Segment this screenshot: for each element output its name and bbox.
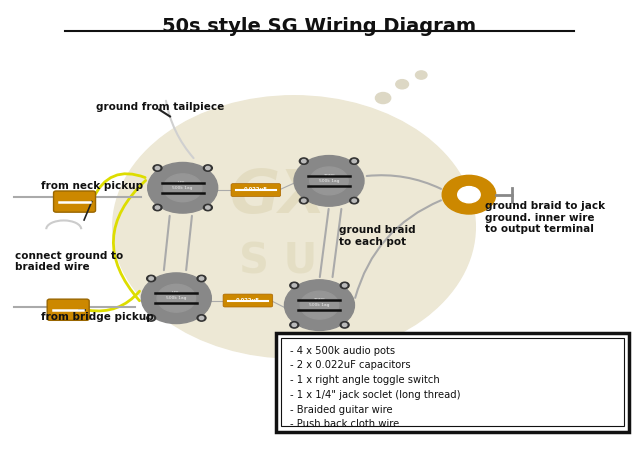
Circle shape bbox=[204, 204, 212, 211]
Text: S U: S U bbox=[239, 240, 317, 282]
Circle shape bbox=[199, 316, 204, 319]
Circle shape bbox=[342, 284, 347, 287]
Text: ground from tailpiece: ground from tailpiece bbox=[95, 102, 224, 112]
Bar bbox=[276, 333, 629, 432]
Text: VOL
500k 1ag: VOL 500k 1ag bbox=[166, 291, 187, 300]
Circle shape bbox=[292, 323, 296, 326]
Text: - 1 x 1/4" jack soclet (long thread): - 1 x 1/4" jack soclet (long thread) bbox=[290, 390, 461, 400]
Text: GX: GX bbox=[230, 168, 327, 226]
Circle shape bbox=[197, 315, 206, 321]
FancyBboxPatch shape bbox=[223, 294, 273, 307]
Circle shape bbox=[415, 71, 427, 79]
Circle shape bbox=[294, 156, 364, 206]
Text: TONE
500k 1ag: TONE 500k 1ag bbox=[319, 174, 339, 183]
Circle shape bbox=[292, 284, 296, 287]
Circle shape bbox=[301, 160, 306, 163]
Circle shape bbox=[300, 197, 308, 204]
FancyBboxPatch shape bbox=[231, 184, 281, 196]
Circle shape bbox=[149, 277, 154, 280]
Circle shape bbox=[340, 322, 349, 328]
Circle shape bbox=[156, 206, 160, 209]
Circle shape bbox=[156, 166, 160, 169]
Circle shape bbox=[349, 197, 358, 204]
Circle shape bbox=[290, 282, 299, 288]
Circle shape bbox=[163, 174, 202, 202]
Text: 0.022uF: 0.022uF bbox=[244, 187, 268, 192]
Circle shape bbox=[205, 206, 210, 209]
Circle shape bbox=[442, 175, 495, 214]
Circle shape bbox=[153, 204, 162, 211]
Circle shape bbox=[340, 282, 349, 288]
Text: ground braid to jack
ground. inner wire
to output terminal: ground braid to jack ground. inner wire … bbox=[485, 201, 605, 234]
Text: connect ground to
braided wire: connect ground to braided wire bbox=[15, 250, 124, 272]
Text: VOL
500k 1ag: VOL 500k 1ag bbox=[172, 181, 193, 190]
Circle shape bbox=[301, 199, 306, 202]
Circle shape bbox=[149, 316, 154, 319]
Circle shape bbox=[205, 166, 210, 169]
Circle shape bbox=[300, 291, 339, 319]
Circle shape bbox=[342, 323, 347, 326]
Circle shape bbox=[141, 273, 211, 324]
Text: ground braid
to each pot: ground braid to each pot bbox=[339, 225, 415, 247]
FancyBboxPatch shape bbox=[54, 191, 95, 212]
Text: 50s style SG Wiring Diagram: 50s style SG Wiring Diagram bbox=[163, 18, 477, 37]
Circle shape bbox=[396, 80, 408, 89]
Circle shape bbox=[349, 158, 358, 164]
Text: - 4 x 500k audio pots: - 4 x 500k audio pots bbox=[290, 346, 396, 356]
Text: - Push back cloth wire: - Push back cloth wire bbox=[290, 419, 399, 429]
Circle shape bbox=[197, 275, 206, 282]
Text: - Braided guitar wire: - Braided guitar wire bbox=[290, 405, 393, 414]
Circle shape bbox=[310, 167, 348, 195]
Circle shape bbox=[153, 165, 162, 171]
Circle shape bbox=[376, 93, 390, 104]
Circle shape bbox=[148, 163, 218, 213]
Circle shape bbox=[204, 165, 212, 171]
Circle shape bbox=[147, 275, 156, 282]
Circle shape bbox=[290, 322, 299, 328]
Circle shape bbox=[352, 199, 356, 202]
Circle shape bbox=[199, 277, 204, 280]
Bar bbox=[282, 338, 624, 426]
Circle shape bbox=[284, 280, 355, 331]
Circle shape bbox=[300, 158, 308, 164]
Text: from bridge pickup: from bridge pickup bbox=[41, 312, 154, 322]
Text: TONE
500k 1ag: TONE 500k 1ag bbox=[309, 298, 330, 307]
FancyBboxPatch shape bbox=[47, 299, 89, 320]
Text: - 2 x 0.022uF capacitors: - 2 x 0.022uF capacitors bbox=[290, 360, 411, 370]
Circle shape bbox=[157, 284, 196, 312]
Text: - 1 x right angle toggle switch: - 1 x right angle toggle switch bbox=[290, 375, 440, 385]
Text: from neck pickup: from neck pickup bbox=[41, 181, 143, 191]
Circle shape bbox=[352, 160, 356, 163]
Text: 0.022uF: 0.022uF bbox=[236, 298, 260, 302]
Circle shape bbox=[147, 315, 156, 321]
Circle shape bbox=[458, 187, 480, 203]
Circle shape bbox=[113, 96, 476, 358]
